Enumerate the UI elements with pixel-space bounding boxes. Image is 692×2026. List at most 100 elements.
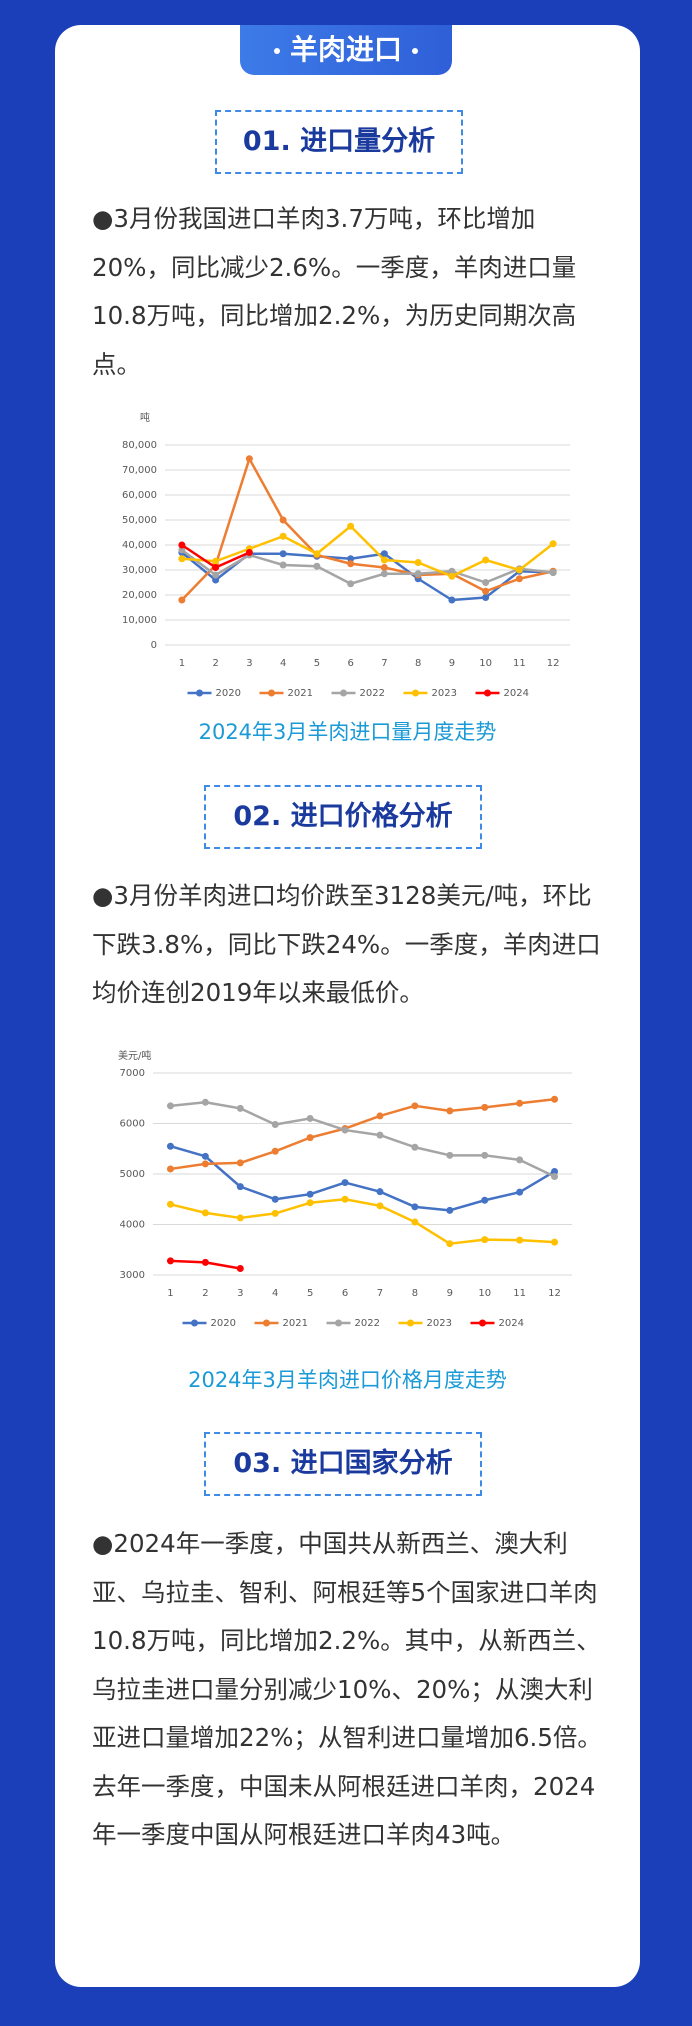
point bbox=[411, 1218, 419, 1226]
legend-marker bbox=[191, 1319, 198, 1327]
x-tick-label: 9 bbox=[447, 1288, 453, 1299]
point bbox=[380, 570, 388, 578]
point bbox=[201, 1098, 209, 1106]
point bbox=[212, 571, 220, 579]
y-axis-label: 美元/吨 bbox=[118, 1049, 151, 1062]
x-tick-label: 10 bbox=[479, 658, 492, 669]
x-tick-label: 2 bbox=[212, 658, 218, 669]
x-tick-label: 7 bbox=[377, 1288, 383, 1299]
point bbox=[166, 1142, 174, 1150]
x-tick-label: 4 bbox=[272, 1288, 278, 1299]
point bbox=[201, 1258, 209, 1266]
point bbox=[178, 596, 186, 604]
point bbox=[481, 1196, 489, 1204]
x-tick-label: 9 bbox=[449, 658, 455, 669]
legend-marker bbox=[196, 689, 203, 697]
legend-marker bbox=[412, 689, 419, 697]
caption: 2024年3月羊肉进口价格月度走势 bbox=[188, 1368, 507, 1392]
point bbox=[313, 550, 321, 558]
paragraph: ●2024年一季度，中国共从新西兰、澳大利亚、乌拉圭、智利、阿根廷等5个国家进口… bbox=[92, 1529, 602, 1849]
point bbox=[411, 1143, 419, 1151]
heading: 03. 进口国家分析 bbox=[204, 1432, 482, 1496]
point bbox=[482, 594, 490, 601]
series-line bbox=[181, 551, 554, 602]
point bbox=[236, 1183, 244, 1191]
heading: 02. 进口价格分析 bbox=[204, 785, 482, 849]
point bbox=[411, 1102, 419, 1110]
legend-label: 2021 bbox=[283, 1318, 308, 1329]
y-tick-label: 80,000 bbox=[122, 440, 157, 451]
x-tick-label: 1 bbox=[167, 1288, 173, 1299]
caption: 2024年3月羊肉进口量月度走势 bbox=[198, 720, 497, 744]
point bbox=[279, 561, 287, 569]
point bbox=[414, 570, 422, 578]
point bbox=[166, 1165, 174, 1173]
x-tick-label: 8 bbox=[415, 658, 421, 669]
point bbox=[178, 546, 186, 554]
point bbox=[551, 1173, 559, 1181]
x-tick-label: 1 bbox=[179, 658, 185, 669]
series-line bbox=[170, 1145, 556, 1212]
x-tick-label: 3 bbox=[237, 1288, 243, 1299]
point bbox=[306, 1190, 314, 1198]
point bbox=[166, 1200, 174, 1208]
point bbox=[306, 1199, 314, 1207]
y-tick-label: 10,000 bbox=[122, 615, 157, 626]
point bbox=[212, 564, 220, 571]
x-tick-label: 11 bbox=[513, 658, 526, 669]
point bbox=[446, 1206, 454, 1214]
point bbox=[515, 575, 523, 583]
x-tick-label: 11 bbox=[513, 1288, 526, 1299]
point bbox=[347, 522, 355, 530]
legend-marker bbox=[263, 1319, 270, 1327]
point bbox=[516, 1236, 524, 1244]
point bbox=[271, 1147, 279, 1155]
point bbox=[166, 1257, 174, 1265]
point bbox=[414, 559, 422, 566]
legend-label: 2020 bbox=[211, 1318, 236, 1329]
legend-label: 2024 bbox=[504, 688, 529, 699]
point bbox=[448, 567, 456, 575]
point bbox=[347, 580, 355, 588]
series-line bbox=[170, 1101, 556, 1178]
chart: 吨 0 10,000 20,000 30,000 40,000 50,000 60,000 70… bbox=[122, 411, 570, 699]
series-line bbox=[181, 525, 554, 578]
x-tick-label: 5 bbox=[307, 1288, 313, 1299]
point bbox=[236, 1104, 244, 1112]
x-tick-label: 12 bbox=[548, 1288, 561, 1299]
point bbox=[236, 1265, 244, 1273]
section-pill: 羊肉进口 bbox=[240, 25, 452, 75]
x-tick-label: 6 bbox=[347, 658, 353, 669]
point bbox=[376, 1131, 384, 1139]
point bbox=[279, 532, 287, 540]
point bbox=[448, 596, 456, 604]
y-tick-label: 3000 bbox=[120, 1270, 145, 1281]
point bbox=[178, 555, 186, 563]
x-tick-label: 3 bbox=[246, 658, 252, 669]
x-tick-label: 12 bbox=[547, 658, 560, 669]
point bbox=[446, 1240, 454, 1248]
legend-marker bbox=[407, 1319, 414, 1327]
y-tick-label: 5000 bbox=[120, 1169, 145, 1180]
y-tick-label: 7000 bbox=[120, 1068, 145, 1079]
legend-label: 2021 bbox=[288, 688, 313, 699]
point bbox=[481, 1151, 489, 1159]
point bbox=[551, 1095, 559, 1103]
legend-marker bbox=[335, 1319, 342, 1327]
point bbox=[347, 560, 355, 568]
point bbox=[481, 1103, 489, 1111]
point bbox=[341, 1195, 349, 1203]
y-tick-label: 6000 bbox=[120, 1119, 145, 1130]
paragraph: ●3月份羊肉进口均价跌至3128美元/吨，环比下跌3.8%，同比下跌24%。一季… bbox=[92, 881, 601, 1007]
point bbox=[515, 566, 523, 574]
legend-label: 2024 bbox=[499, 1318, 524, 1329]
point bbox=[306, 1114, 314, 1122]
point bbox=[271, 1121, 279, 1129]
point bbox=[245, 455, 253, 463]
y-tick-label: 70,000 bbox=[122, 465, 157, 476]
point bbox=[549, 540, 557, 548]
legend-marker bbox=[479, 1319, 486, 1327]
point bbox=[380, 550, 388, 558]
